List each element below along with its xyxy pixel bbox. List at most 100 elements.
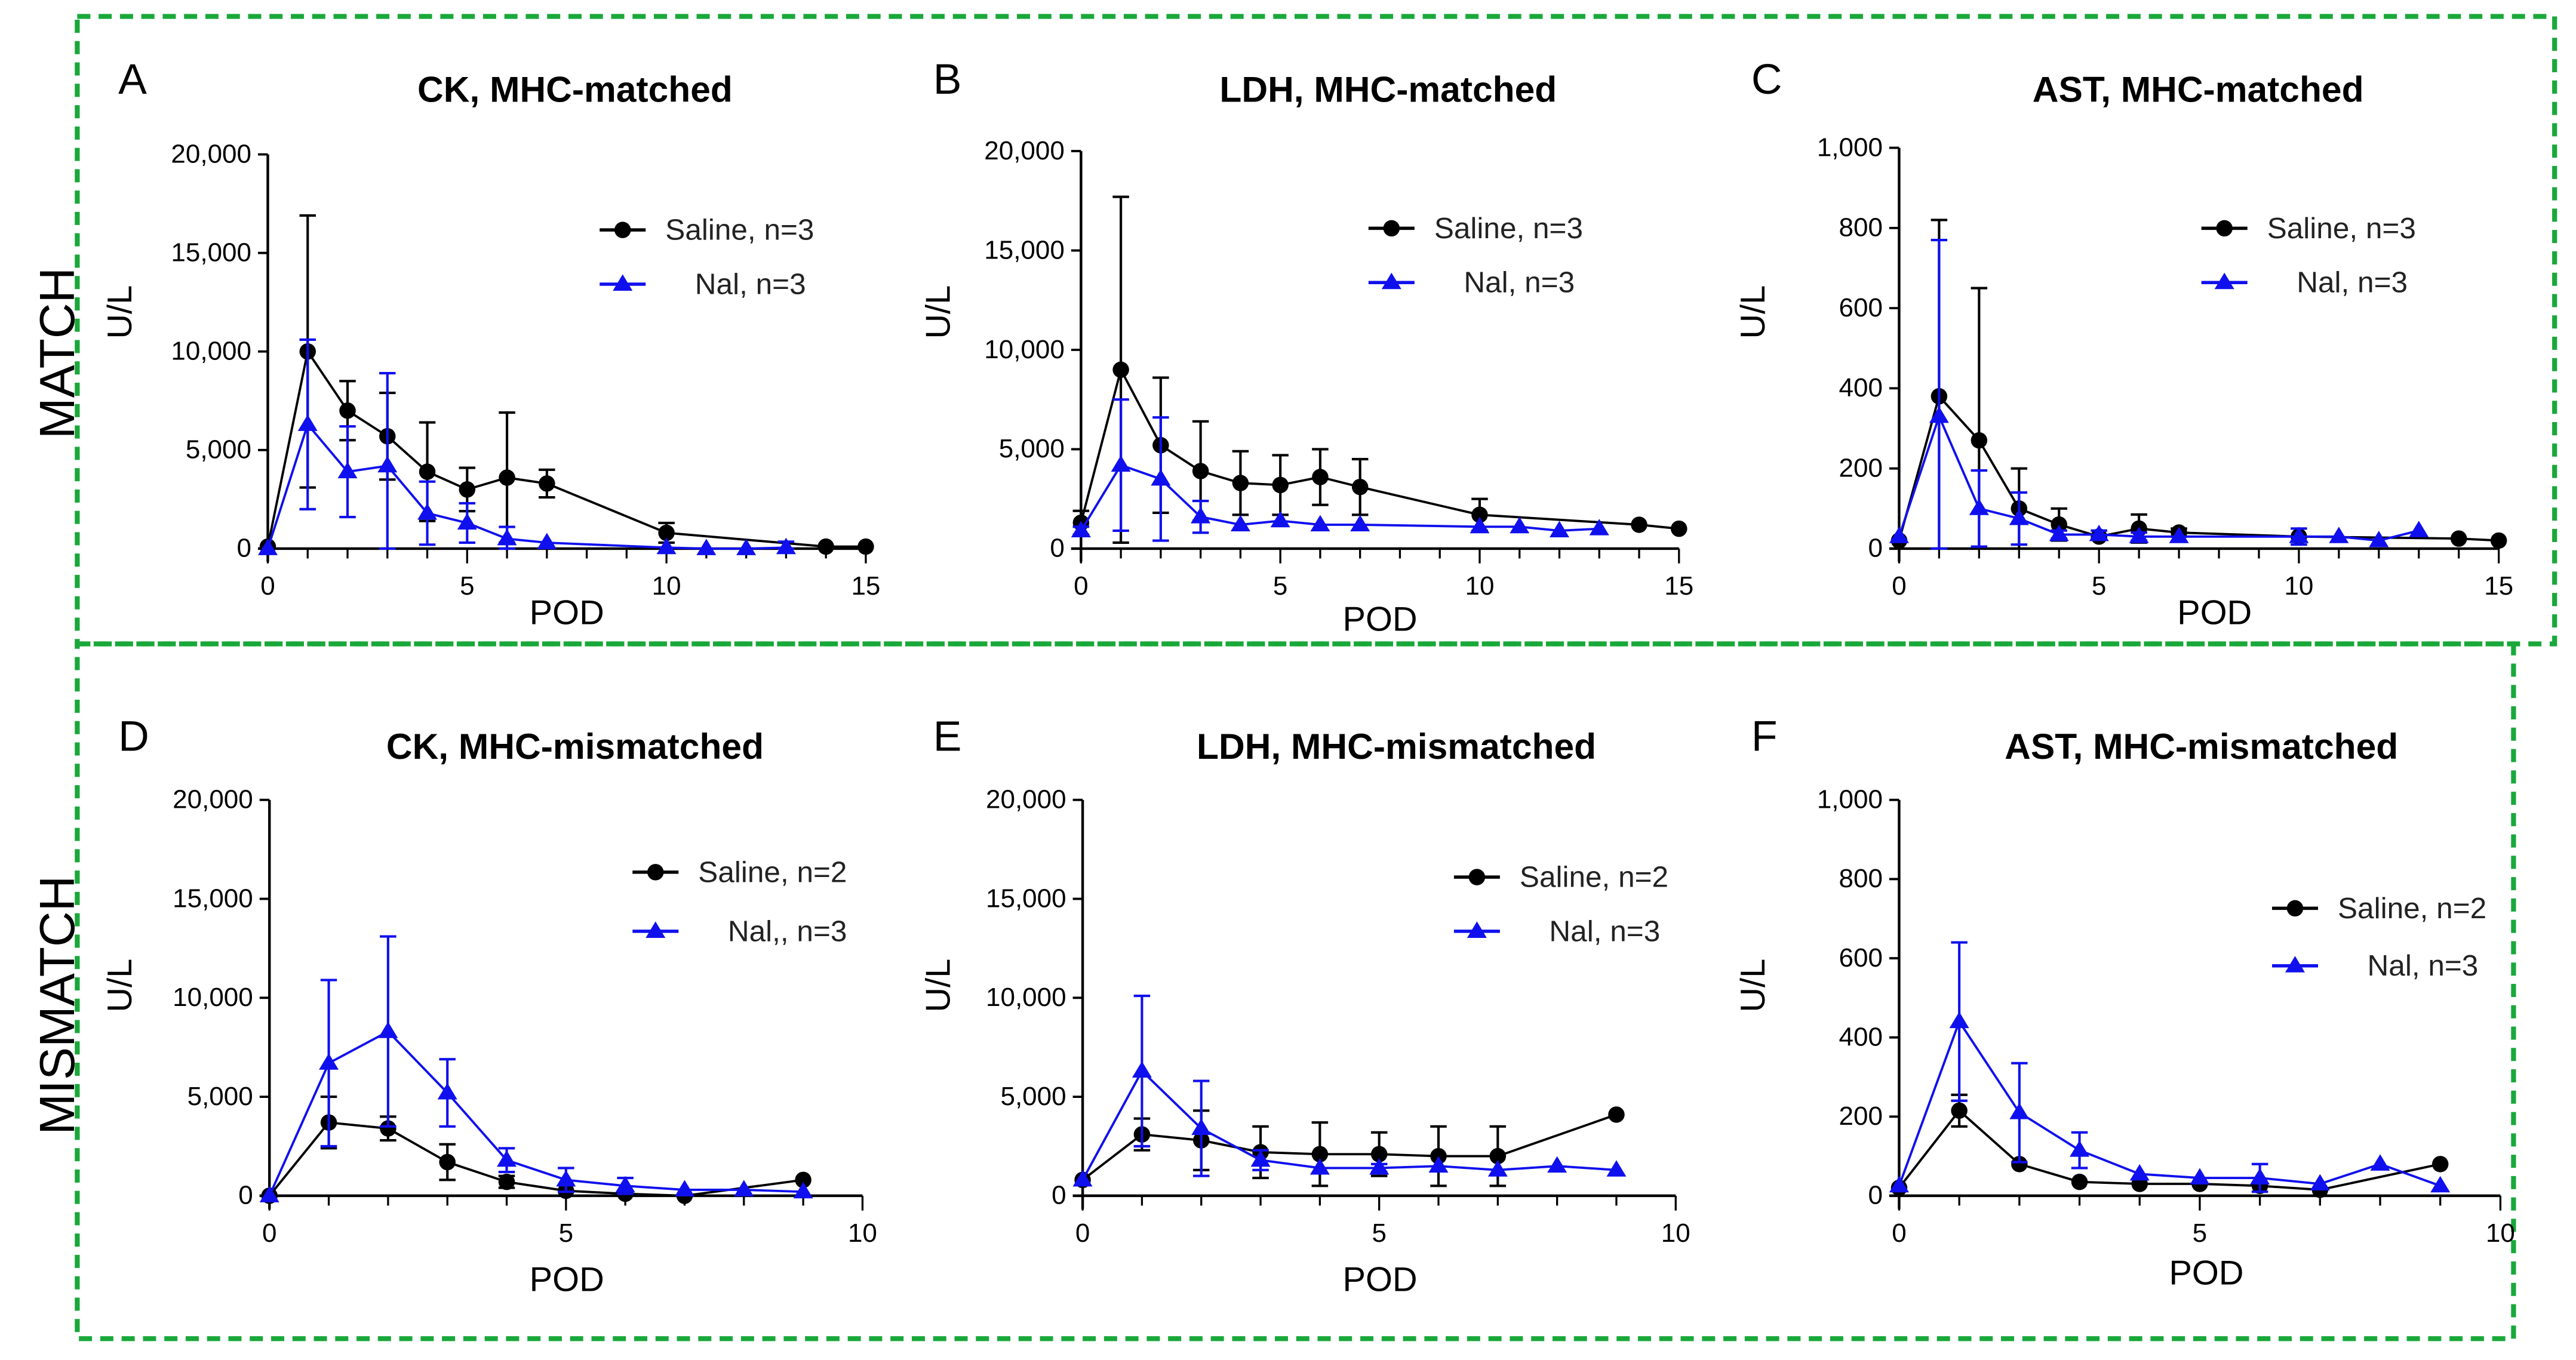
x-tick-label: 0 [262,1219,276,1248]
y-axis-label: U/L [919,285,957,339]
series-line [1898,1019,2441,1187]
data-point [1608,1106,1625,1123]
x-tick-label: 5 [460,571,474,601]
panel-c: C AST, MHC-matched U/L POD 0 200 400 600 800 1,00… [1734,56,2513,632]
x-tick-label: 15 [1664,571,1693,601]
data-point [1270,510,1290,528]
x-tick-label: 10 [652,571,681,601]
y-tick-label: 200 [1839,453,1883,482]
x-tick-label: 0 [1892,1219,1906,1248]
y-tick-label: 20,000 [984,136,1065,165]
x-tick-label: 5 [2193,1219,2207,1248]
data-point [1191,1118,1212,1136]
x-tick-label: 5 [559,1219,573,1248]
data-point [337,461,358,479]
panel-e: E LDH, MHC-mismatched U/L POD 0 5,000 10,000 15… [919,712,1690,1299]
data-point [2310,1174,2330,1190]
series-nal [1072,994,1627,1187]
y-axis-label: U/L [1734,959,1772,1013]
x-axis-label: POD [530,593,604,632]
data-point [1929,406,1949,423]
y-tick-label: 20,000 [173,785,253,814]
data-point [498,1173,515,1190]
data-point [1969,499,1989,515]
chart-title: AST, MHC-matched [2033,69,2364,110]
series-line [1081,1113,1617,1181]
data-point [2450,530,2467,547]
data-point [1606,1160,1627,1177]
data-point [2089,524,2109,541]
y-tick-label: 1,000 [1817,785,1883,814]
data-point [734,1180,754,1196]
data-point [736,539,757,555]
x-axis-label: POD [2177,593,2252,632]
data-point [776,537,796,555]
x-axis-label: POD [1342,1260,1417,1299]
panel-letter: E [933,712,962,760]
series-saline [1072,195,1687,544]
x-axis-label: POD [530,1260,604,1299]
y-tick-label: 20,000 [171,139,251,168]
data-point [1951,1102,1968,1119]
x-tick-label: 5 [1273,571,1287,601]
data-point [1489,1147,1507,1165]
series-nal [259,935,813,1202]
data-point [2430,1176,2451,1193]
data-point [257,539,278,555]
series-saline [1890,219,2507,550]
y-tick-label: 600 [1839,943,1883,973]
y-tick-label: 400 [1839,373,1883,402]
data-point [1312,469,1329,485]
series-line [266,348,866,548]
data-point [1351,478,1369,496]
data-point [1471,506,1488,524]
x-tick-label: 0 [1075,1219,1090,1248]
legend-marker [2285,956,2305,973]
data-point [497,1150,517,1167]
series-nal [1889,941,2451,1193]
data-point [1309,1158,1330,1175]
y-tick-label: 600 [1839,293,1883,322]
y-axis-label: U/L [919,959,957,1013]
legend-marker [1381,272,1401,290]
data-point [2070,1140,2090,1157]
x-tick-label: 10 [2486,1219,2515,1248]
y-axis-label: U/L [101,285,139,339]
y-tick-label: 20,000 [986,785,1066,814]
data-point [1311,1146,1329,1163]
data-point [1631,516,1647,533]
data-point [1889,1176,1909,1193]
legend-label: Saline, n=2 [1520,861,1668,894]
data-point [539,475,555,492]
data-point [2051,516,2067,533]
data-point [1112,361,1129,379]
data-point [1132,1061,1152,1078]
data-point [2431,1156,2449,1173]
data-point [2009,509,2029,525]
data-point [1192,463,1209,479]
x-tick-label: 15 [851,571,880,601]
data-point [1370,1146,1388,1163]
x-tick-label: 5 [2092,571,2106,601]
data-point [1510,516,1530,534]
legend-marker [2216,220,2233,237]
data-point [297,414,318,431]
panel-a: A CK, MHC-matched U/L POD 0 5,000 10,000 15,000… [101,56,880,632]
y-tick-label: 15,000 [171,238,251,267]
data-point [1369,1158,1390,1175]
panel-letter: C [1751,56,1782,103]
data-point [2129,1164,2150,1181]
data-point [380,1120,396,1137]
x-tick-label: 10 [848,1219,877,1248]
panel-letter: D [118,712,149,760]
x-tick-label: 0 [260,571,275,601]
series-line [1081,1069,1617,1181]
x-tick-label: 0 [1074,571,1088,601]
data-point [377,456,398,473]
y-tick-label: 800 [1839,864,1883,893]
chart-title: CK, MHC-mismatched [386,726,764,767]
y-tick-label: 0 [1868,534,1882,563]
data-point [1487,1160,1508,1177]
data-point [857,538,874,555]
